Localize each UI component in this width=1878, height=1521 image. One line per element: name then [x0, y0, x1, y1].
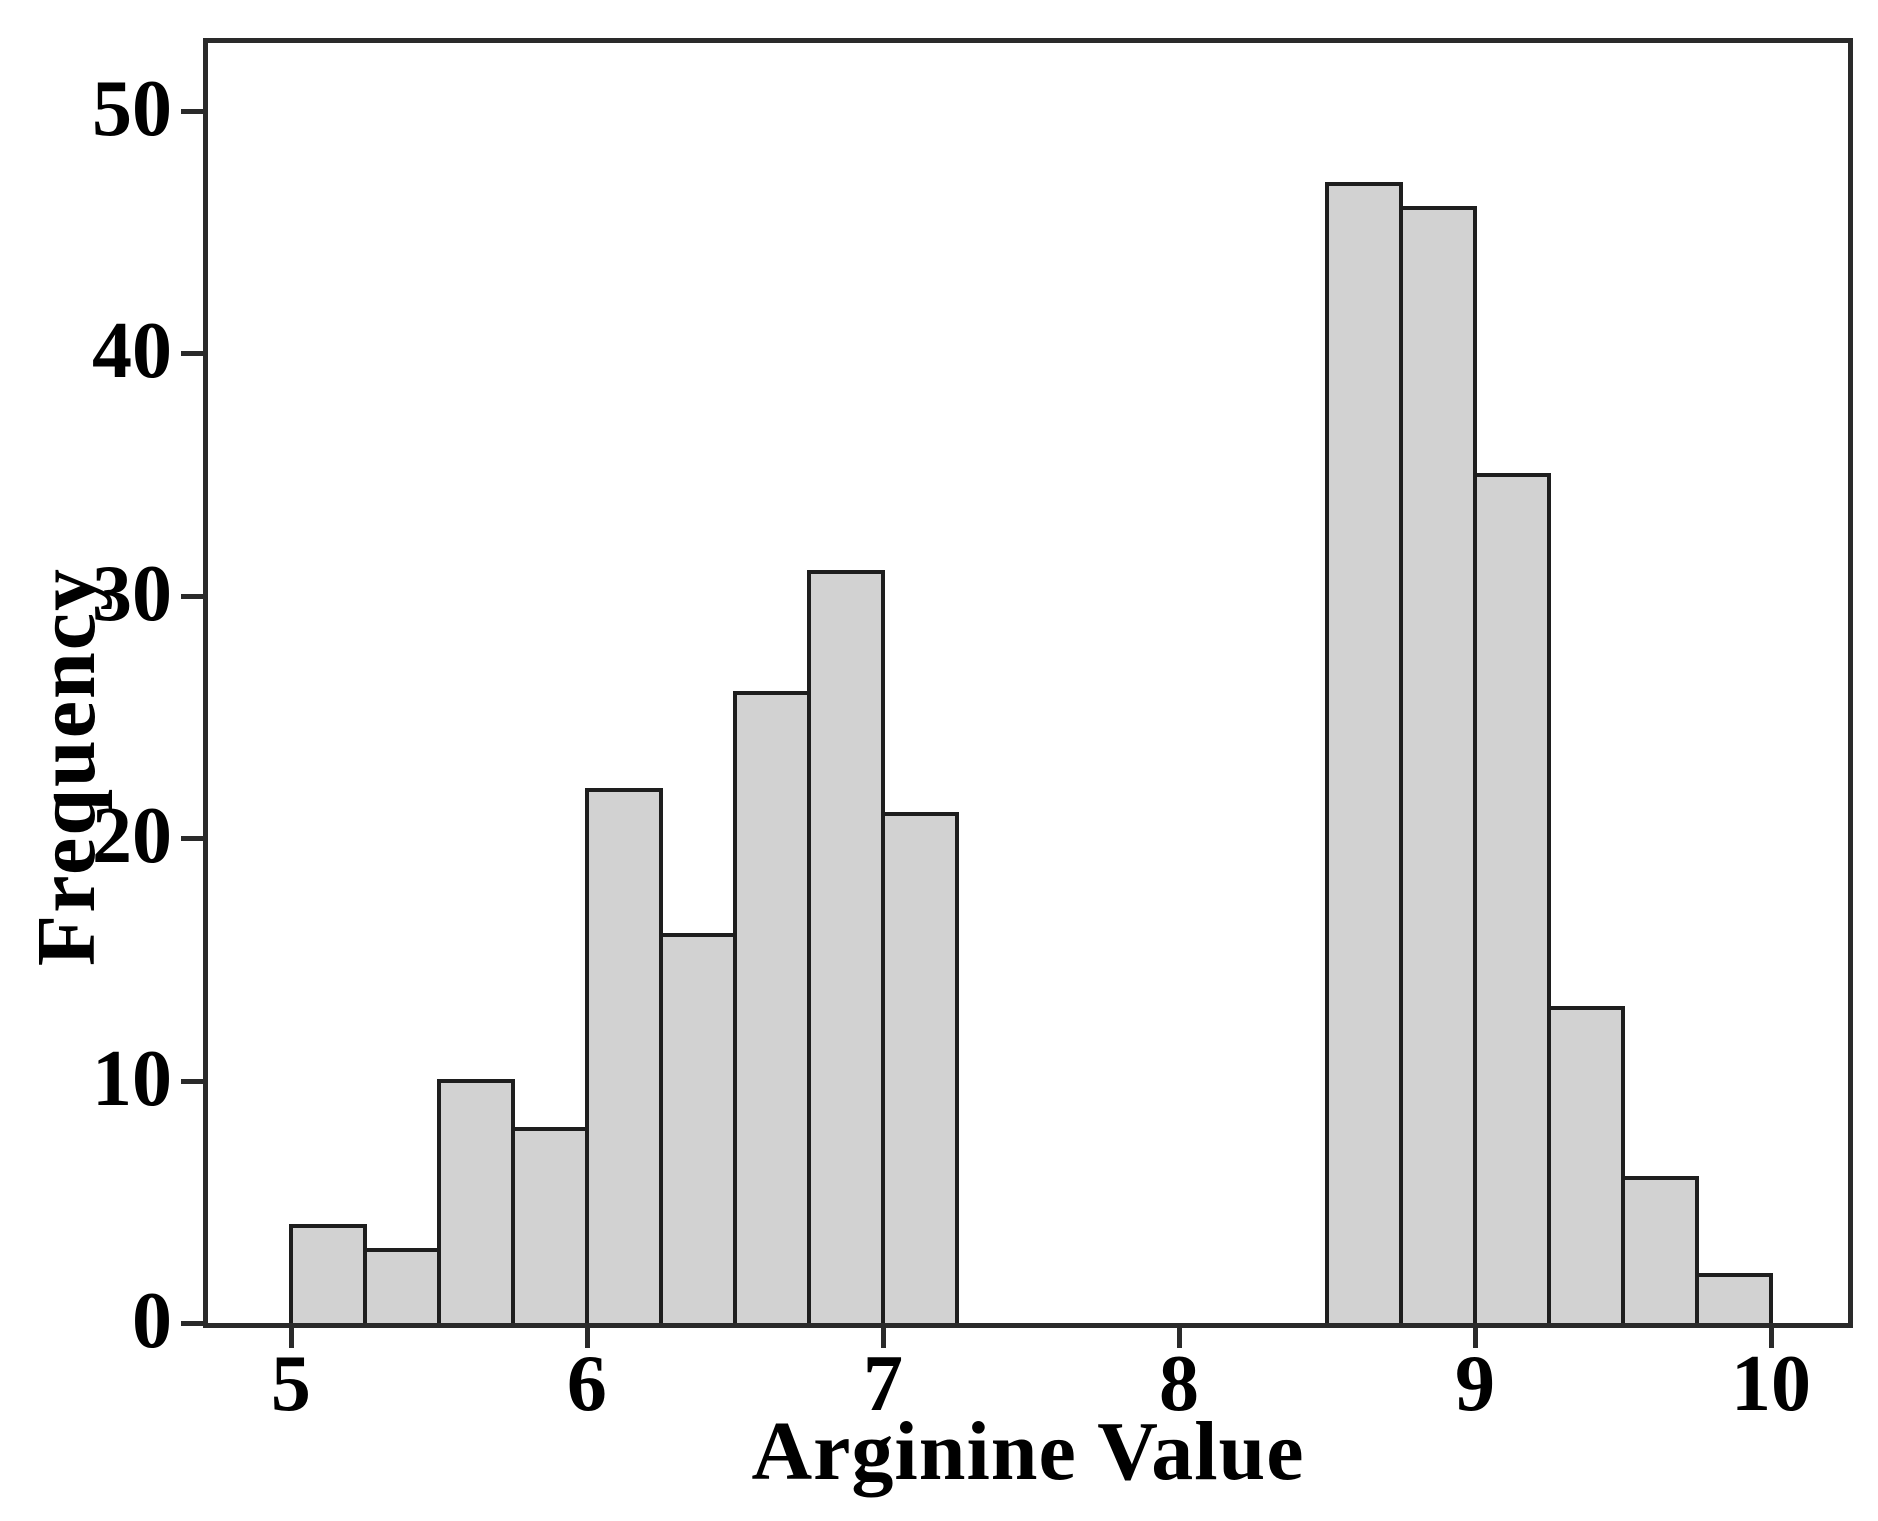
- y-tick-label: 40: [92, 307, 172, 396]
- x-axis-ticks: 5 6 7 8 9 10: [208, 43, 1848, 1428]
- x-tick-mark: [288, 1328, 294, 1348]
- y-tick-mark: [181, 1078, 203, 1084]
- histogram-bar: [1547, 1005, 1625, 1323]
- x-tick-label: 8: [1158, 1340, 1199, 1428]
- x-tick-label: 10: [1731, 1340, 1812, 1428]
- y-tick-mark: [181, 593, 203, 599]
- x-tick-label: 9: [1455, 1340, 1495, 1428]
- y-tick-label: 30: [92, 549, 172, 638]
- x-tick-mark: [1769, 1328, 1775, 1348]
- x-tick-mark: [1176, 1328, 1182, 1348]
- x-tick-label: 7: [862, 1340, 903, 1428]
- y-tick-label: 20: [92, 792, 172, 881]
- y-tick-label: 0: [132, 1277, 172, 1365]
- histogram-bar: [436, 1078, 515, 1323]
- y-tick-label: 10: [92, 1034, 172, 1123]
- histogram-bar: [1621, 1175, 1700, 1323]
- x-axis-title: Arginine Value: [751, 1405, 1305, 1498]
- histogram-bar: [1473, 472, 1551, 1323]
- histogram-bar: [880, 811, 959, 1323]
- histogram-bar: [806, 569, 885, 1323]
- bars-layer: [208, 43, 1848, 1323]
- y-tick-mark: [181, 1321, 203, 1326]
- x-tick-label: 6: [566, 1340, 607, 1428]
- x-tick-mark: [880, 1328, 886, 1348]
- histogram-bar: [1695, 1272, 1774, 1323]
- histogram-bar: [362, 1248, 441, 1323]
- plot-area: 0 10 20 30 40 50 5 6 7 8 9 10 Frequency Arginine V…: [20, 38, 1853, 1498]
- x-tick-label: 5: [270, 1340, 311, 1428]
- y-tick-mark: [181, 351, 203, 357]
- y-axis-ticks: 0 10 20 30 40 50: [92, 43, 1848, 1365]
- y-axis-title: Frequency: [18, 167, 114, 1367]
- x-tick-mark: [1473, 1328, 1478, 1348]
- y-axis-title-text: Frequency: [19, 567, 113, 967]
- y-tick-label: 50: [92, 64, 172, 153]
- y-tick-mark: [181, 836, 203, 842]
- x-tick-mark: [584, 1328, 590, 1348]
- histogram-bar: [288, 1224, 367, 1323]
- y-tick-mark: [181, 108, 203, 114]
